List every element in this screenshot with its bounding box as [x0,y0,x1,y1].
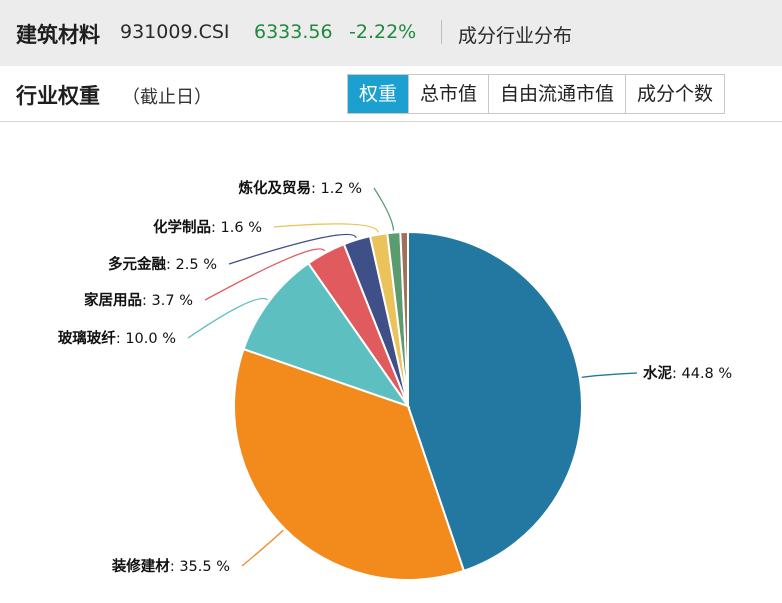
slice-label: 水泥: 44.8 % [643,364,732,382]
slice-label-separator: : [211,220,221,236]
slice-label-name: 多元金融 [108,255,166,273]
slice-label-name: 炼化及贸易 [239,179,312,197]
slice-label-separator: : [311,181,321,197]
leader-line [273,223,379,233]
tab-free-float-market-cap[interactable]: 自由流通市值 [488,75,625,113]
slice-label-value: 10.0 % [125,331,176,347]
header-subtitle: 成分行业分布 [458,25,573,47]
header-separator [441,20,442,44]
slice-label-separator: : [116,331,126,347]
slice-label-separator: : [166,257,176,273]
slice-label-value: 35.5 % [179,559,230,575]
pie-slice[interactable] [233,347,466,581]
pie-slice[interactable] [407,230,584,573]
index-name: 建筑材料 [16,23,100,47]
slice-label: 玻璃玻纤: 10.0 % [58,329,176,347]
leader-line [228,233,357,265]
slice-label-value: 44.8 % [682,366,733,382]
slice-label: 多元金融: 2.5 % [108,255,217,273]
slice-label-name: 化学制品 [153,218,211,236]
slice-label-separator: : [170,559,180,575]
tab-constituent-count[interactable]: 成分个数 [625,75,724,113]
tab-total-market-cap[interactable]: 总市值 [408,75,488,113]
slice-label-value: 3.7 % [152,293,193,309]
section-subtitle: （截止日） [122,87,212,108]
slice-label-name: 玻璃玻纤 [58,329,116,347]
header-bar: 建筑材料 931009.CSI 6333.56 -2.22% 成分行业分布 [0,0,782,66]
section-title: 行业权重 [16,84,100,108]
slice-label: 化学制品: 1.6 % [153,218,262,236]
leader-line [187,298,268,339]
leader-line [373,187,395,231]
slice-label-name: 水泥 [643,364,672,382]
slice-label-name: 装修建材 [111,557,170,575]
slice-label-value: 1.2 % [321,181,362,197]
leader-line [241,529,284,567]
index-code: 931009.CSI [120,21,230,43]
pie-slice[interactable] [399,230,409,407]
slice-label-separator: : [672,366,682,382]
index-change: -2.22% [349,21,417,43]
tab-weight[interactable]: 权重 [348,75,409,113]
slice-label: 家居用品: 3.7 % [84,291,193,309]
slice-label-value: 1.6 % [221,220,262,236]
leader-line [581,372,638,379]
slice-label: 装修建材: 35.5 % [111,557,230,575]
metric-tabs: 权重 总市值 自由流通市值 成分个数 [347,74,726,114]
pie-slice[interactable] [242,261,411,408]
leader-line [204,248,326,301]
index-price: 6333.56 [254,21,333,43]
slice-label-value: 2.5 % [176,257,217,273]
slice-label-name: 家居用品 [84,291,142,309]
slice-label-separator: : [142,293,152,309]
slice-label: 炼化及贸易: 1.2 % [239,179,362,197]
section-divider [0,121,782,122]
